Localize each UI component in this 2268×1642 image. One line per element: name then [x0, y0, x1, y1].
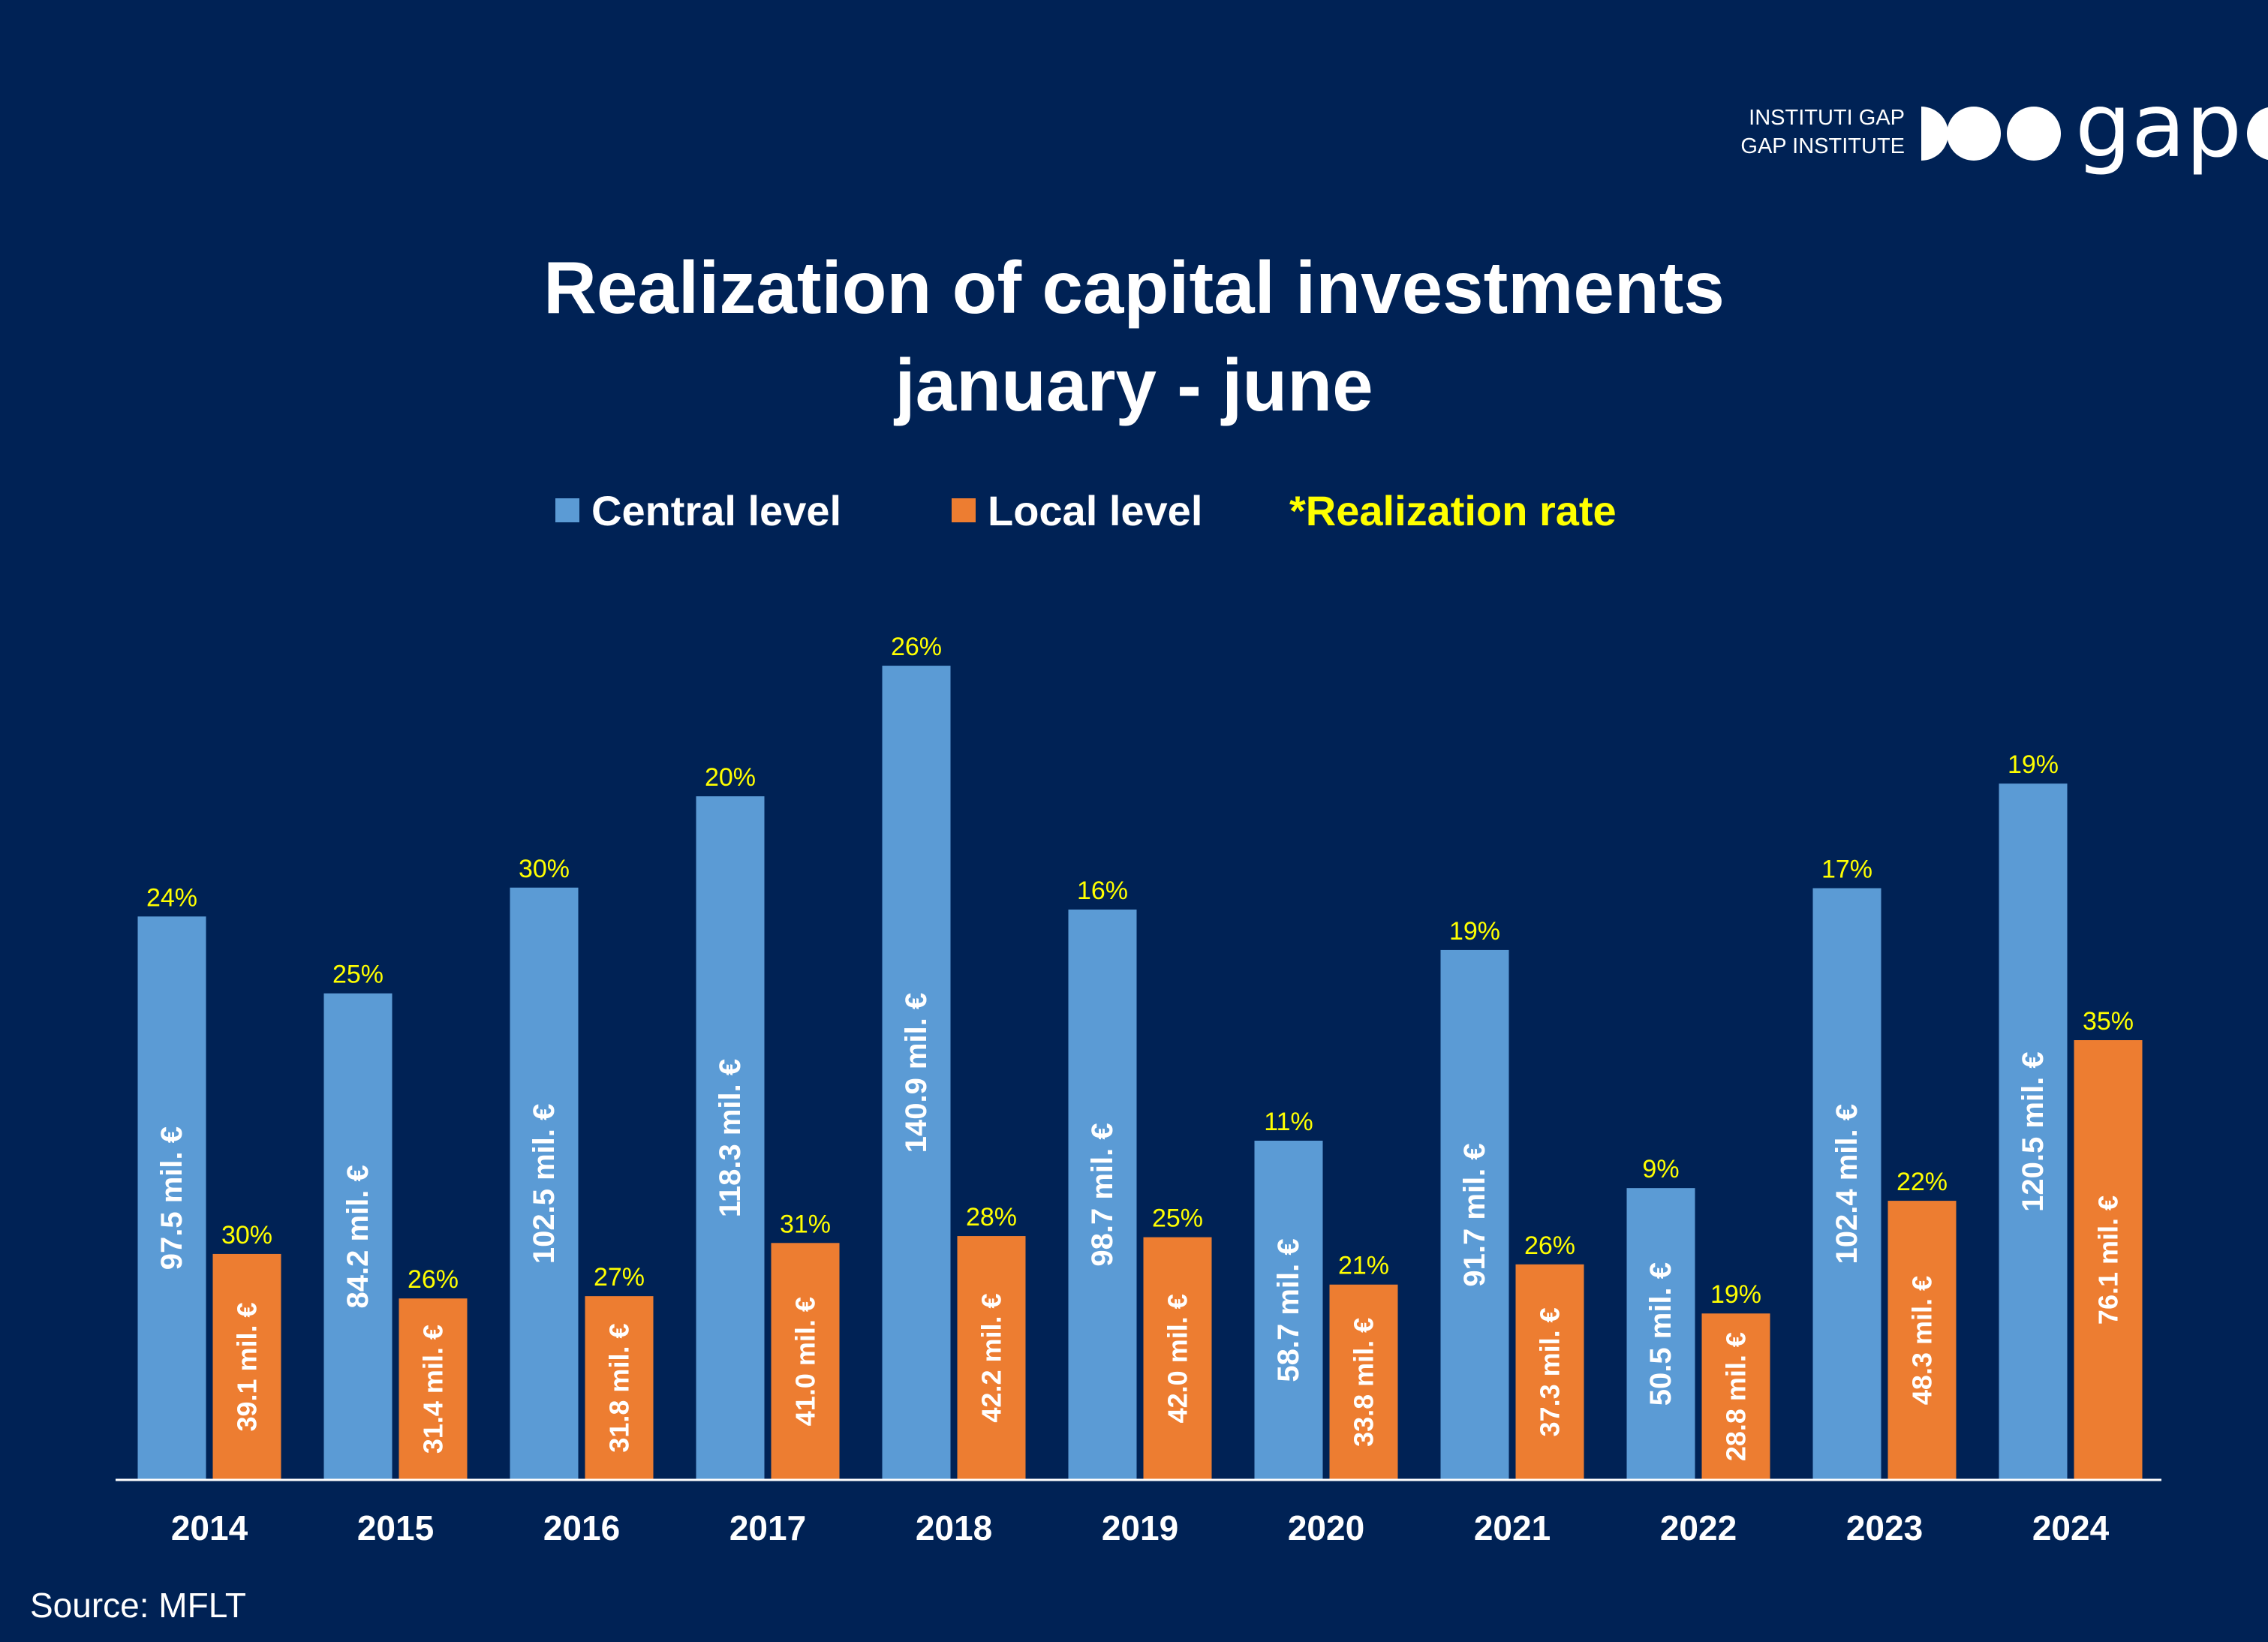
central-rate-label-2016: 30%	[519, 855, 570, 883]
local-bar-2024	[2074, 1040, 2143, 1480]
local-bar-2017	[771, 1243, 840, 1480]
x-tick-label-2023: 2023	[1846, 1508, 1923, 1547]
local-rate-label-2021: 26%	[1524, 1232, 1575, 1260]
central-bar-2018	[882, 666, 951, 1480]
local-rate-label-2024: 35%	[2083, 1007, 2134, 1036]
central-rate-label-2020: 11%	[1264, 1108, 1313, 1136]
local-rate-label-2014: 30%	[221, 1221, 272, 1250]
local-bar-2019	[1143, 1237, 1212, 1480]
local-bar-2015	[399, 1298, 468, 1480]
gap-institute-logo: INSTITUTI GAP GAP INSTITUTE gap	[1621, 96, 2268, 179]
x-tick-label-2018: 2018	[916, 1508, 992, 1547]
chart-title-block: Realization of capital investments janua…	[0, 239, 2268, 434]
central-rate-label-2015: 25%	[332, 961, 384, 989]
central-rate-label-2022: 9%	[1642, 1155, 1679, 1183]
local-rate-label-2023: 22%	[1897, 1168, 1948, 1196]
x-tick-label-2021: 2021	[1474, 1508, 1551, 1547]
legend-swatch-local	[952, 498, 976, 522]
x-tick-label-2016: 2016	[543, 1508, 620, 1547]
central-value-label-2014: 97.5 mil. €	[155, 1126, 188, 1270]
local-value-label-2015: 31.4 mil. €	[418, 1325, 449, 1454]
chart-legend: Central level Local level *Realization r…	[0, 486, 2268, 534]
local-value-label-2021: 37.3 mil. €	[1535, 1307, 1566, 1436]
local-rate-label-2017: 31%	[780, 1210, 831, 1238]
x-tick-label-2024: 2024	[2032, 1508, 2110, 1547]
legend-item-rate: *Realization rate	[1289, 486, 1617, 534]
central-value-label-2016: 102.5 mil. €	[528, 1104, 561, 1264]
legend-item-local: Local level	[952, 486, 1202, 534]
chart-title: Realization of capital investments	[543, 246, 1725, 329]
central-bar-2015	[323, 993, 393, 1480]
x-tick-label-2020: 2020	[1288, 1508, 1364, 1547]
central-value-label-2024: 120.5 mil. €	[2017, 1051, 2050, 1211]
central-rate-label-2017: 20%	[705, 763, 756, 792]
central-value-label-2015: 84.2 mil. €	[341, 1165, 374, 1308]
central-bar-2016	[510, 887, 579, 1480]
logo-dots-icon: gap	[1921, 96, 2268, 177]
x-tick-label-2017: 2017	[729, 1508, 806, 1547]
central-rate-label-2024: 19%	[2008, 750, 2059, 779]
central-rate-label-2019: 16%	[1077, 877, 1128, 905]
central-value-label-2017: 118.3 mil. €	[714, 1059, 747, 1217]
local-bar-2020	[1329, 1284, 1398, 1480]
local-bar-2014	[212, 1253, 281, 1480]
central-bar-2020	[1254, 1141, 1323, 1480]
local-value-label-2017: 41.0 mil. €	[790, 1297, 821, 1426]
central-value-label-2020: 58.7 mil. €	[1272, 1238, 1305, 1382]
local-value-label-2024: 76.1 mil. €	[2093, 1195, 2124, 1325]
x-tick-label-2019: 2019	[1102, 1508, 1178, 1547]
legend-label-central: Central level	[591, 486, 842, 534]
local-bar-2021	[1515, 1264, 1584, 1480]
source-note: Source: MFLT	[30, 1586, 246, 1625]
logo-text: INSTITUTI GAP GAP INSTITUTE	[1635, 104, 1905, 161]
central-value-label-2018: 140.9 mil. €	[900, 993, 933, 1153]
x-tick-label-2022: 2022	[1660, 1508, 1737, 1547]
legend-label-rate: *Realization rate	[1289, 486, 1617, 534]
logo-line-2: GAP INSTITUTE	[1740, 134, 1905, 158]
central-rate-label-2014: 24%	[146, 883, 197, 912]
central-bar-2024	[1999, 783, 2068, 1480]
local-value-label-2014: 39.1 mil. €	[232, 1302, 263, 1431]
central-rate-label-2023: 17%	[1821, 856, 1872, 884]
central-value-label-2023: 102.4 mil. €	[1830, 1104, 1863, 1264]
local-rate-label-2016: 27%	[594, 1263, 645, 1292]
chart-subtitle: january - june	[895, 344, 1373, 426]
central-rate-label-2018: 26%	[891, 633, 942, 661]
central-bar-2017	[696, 796, 765, 1480]
central-bar-2014	[137, 916, 206, 1480]
central-bar-2022	[1626, 1188, 1695, 1480]
central-bar-2023	[1812, 888, 1881, 1480]
local-bar-2018	[957, 1236, 1026, 1480]
legend-label-local: Local level	[988, 486, 1203, 534]
local-rate-label-2018: 28%	[966, 1203, 1017, 1232]
local-value-label-2019: 42.0 mil. €	[1163, 1294, 1193, 1423]
local-rate-label-2015: 26%	[408, 1265, 459, 1294]
local-value-label-2022: 28.8 mil. €	[1721, 1332, 1752, 1461]
local-value-label-2020: 33.8 mil. €	[1349, 1318, 1379, 1447]
local-bar-2023	[1887, 1201, 1957, 1480]
x-tick-label-2014: 2014	[171, 1508, 248, 1547]
local-bar-2016	[585, 1296, 654, 1480]
logo-line-1: INSTITUTI GAP	[1749, 106, 1905, 130]
local-value-label-2023: 48.3 mil. €	[1907, 1276, 1938, 1405]
local-bar-2022	[1701, 1313, 1770, 1480]
central-value-label-2022: 50.5 mil. €	[1644, 1262, 1677, 1406]
logo-wordmark: gap	[2075, 96, 2242, 177]
local-rate-label-2020: 21%	[1338, 1252, 1389, 1280]
legend-item-central: Central level	[555, 486, 841, 534]
central-bar-2021	[1440, 949, 1509, 1480]
legend-swatch-central	[555, 498, 579, 522]
central-bar-2019	[1068, 910, 1137, 1480]
local-value-label-2018: 42.2 mil. €	[976, 1293, 1007, 1422]
central-value-label-2021: 91.7 mil. €	[1458, 1143, 1491, 1286]
central-rate-label-2021: 19%	[1449, 917, 1500, 946]
local-rate-label-2019: 25%	[1152, 1204, 1203, 1233]
central-value-label-2019: 98.7 mil. €	[1086, 1123, 1119, 1266]
local-rate-label-2022: 19%	[1710, 1280, 1761, 1309]
x-tick-label-2015: 2015	[357, 1508, 434, 1547]
local-value-label-2016: 31.8 mil. €	[604, 1324, 635, 1453]
